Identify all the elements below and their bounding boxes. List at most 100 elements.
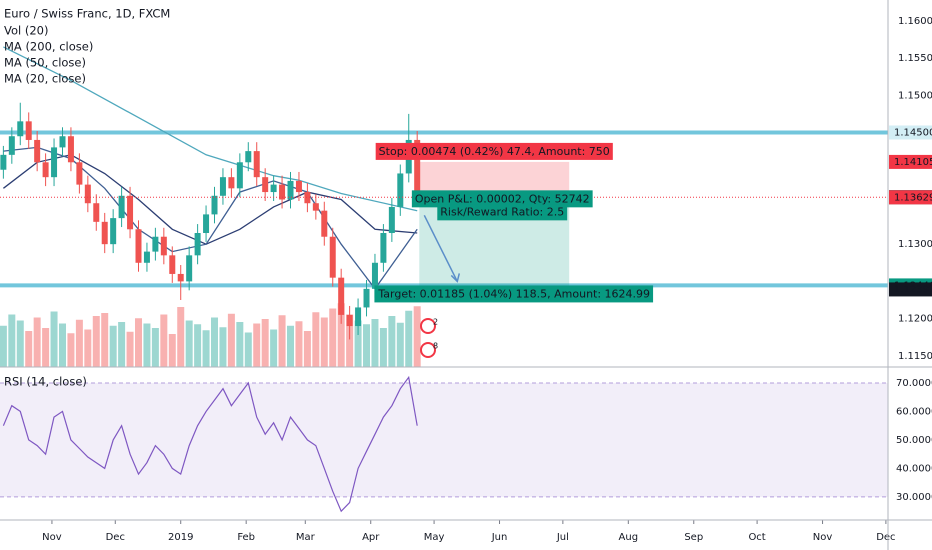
price-label-box (889, 190, 932, 205)
pnl-label-box (411, 190, 593, 208)
indicator-label: MA (200, close) (4, 40, 93, 54)
volume-bar (236, 322, 244, 367)
volume-bar (42, 328, 50, 367)
volume-bar (363, 324, 371, 367)
candle-body (143, 251, 150, 263)
volume-bar (396, 322, 404, 367)
candle-body (321, 210, 328, 237)
candle-body (194, 233, 201, 256)
rsi-tick-label: 60.0000 (896, 406, 932, 417)
volume-bar (320, 317, 328, 367)
x-tick-label: Dec (106, 532, 125, 543)
candle-body (25, 121, 32, 140)
candle-body (304, 192, 311, 204)
y-tick-label: 1.16000 (898, 16, 932, 27)
rsi-tick-label: 50.0000 (896, 435, 932, 446)
candle-body (177, 273, 184, 282)
trend-arrow (423, 215, 458, 282)
candle-body (346, 314, 353, 327)
x-tick-label: 2019 (168, 532, 193, 543)
volume-bar (253, 323, 261, 367)
x-tick-label: Mar (296, 532, 316, 543)
y-tick-label: 1.11500 (898, 351, 932, 362)
candle-body (8, 136, 15, 155)
volume-bar (143, 323, 151, 367)
candle-body (262, 177, 269, 193)
volume-bar (312, 312, 320, 367)
candle-body (270, 184, 277, 193)
volume-bar (101, 313, 109, 367)
rsi-title: RSI (14, close) (4, 375, 87, 389)
volume-bar (8, 314, 16, 367)
candle-body (397, 173, 404, 207)
volume-bar (388, 316, 396, 367)
candle-body (355, 307, 362, 327)
candle-body (59, 136, 66, 148)
chart-title: Euro / Swiss Franc, 1D, FXCM (4, 7, 170, 21)
volume-bar (270, 329, 278, 367)
candle-body (101, 221, 108, 245)
candle-body (160, 236, 167, 256)
volume-bar (0, 325, 7, 367)
volume-bar (109, 325, 117, 367)
rsi-band (0, 382, 888, 497)
volume-bar (295, 321, 303, 367)
rsi-tick-label: 30.0000 (896, 492, 932, 503)
price-label-box (889, 282, 932, 297)
volume-bar (160, 314, 168, 367)
y-tick-label: 1.15500 (898, 53, 932, 64)
candle-body (0, 154, 7, 170)
x-tick-label: Jul (556, 532, 569, 543)
volume-bar (337, 303, 345, 367)
rsi-tick-label: 40.0000 (896, 463, 932, 474)
candle-body (228, 177, 235, 189)
rsi-line (2, 375, 418, 513)
candle-body (34, 139, 41, 163)
volume-bar (371, 319, 379, 367)
candle-body (380, 233, 387, 263)
x-tick-label: Jun (491, 532, 508, 543)
candle-body (236, 162, 243, 189)
volume-bar (194, 324, 202, 367)
volume-bar (405, 310, 413, 367)
ratio-label: Risk/Reward Ratio: 2.5 (440, 205, 564, 218)
event-badge (420, 342, 436, 358)
candle-body (414, 139, 421, 198)
target-label-box (374, 285, 654, 303)
candle-body (93, 203, 100, 222)
event-badge (420, 318, 436, 334)
rsi-tick-label: 70.0000 (896, 378, 932, 389)
volume-bar (67, 333, 75, 367)
volume-bar (278, 315, 286, 367)
volume-bar (58, 323, 66, 367)
indicator-label: Vol (20) (4, 24, 48, 38)
candle-body (186, 255, 193, 282)
volume-bar (126, 331, 134, 367)
candle-body (76, 162, 83, 185)
candle-body (84, 184, 91, 204)
ratio-label-box (437, 204, 568, 221)
candle-body (135, 229, 142, 263)
x-tick-label: Apr (362, 532, 380, 543)
candle-body (17, 121, 24, 137)
candle-body (312, 203, 319, 211)
target-label: Target: 0.01185 (1.04%) 118.5, Amount: 1… (377, 287, 650, 300)
x-tick-label: May (424, 532, 445, 543)
volume-bar (354, 320, 362, 367)
volume-bar (185, 320, 193, 367)
candle-body (67, 136, 74, 163)
x-tick-label: Feb (237, 532, 255, 543)
candle-body (338, 277, 345, 315)
candle-body (169, 255, 176, 274)
volume-bar (211, 317, 219, 367)
volume-bar (413, 306, 421, 367)
x-tick-label: Dec (876, 532, 895, 543)
candle-body (118, 195, 125, 219)
volume-bar (202, 330, 210, 367)
indicator-label: MA (20, close) (4, 72, 86, 86)
event-badge-label: 2 (433, 318, 438, 327)
x-tick-label: Nov (813, 532, 833, 543)
x-tick-label: Nov (42, 532, 62, 543)
volume-bar (329, 308, 337, 367)
